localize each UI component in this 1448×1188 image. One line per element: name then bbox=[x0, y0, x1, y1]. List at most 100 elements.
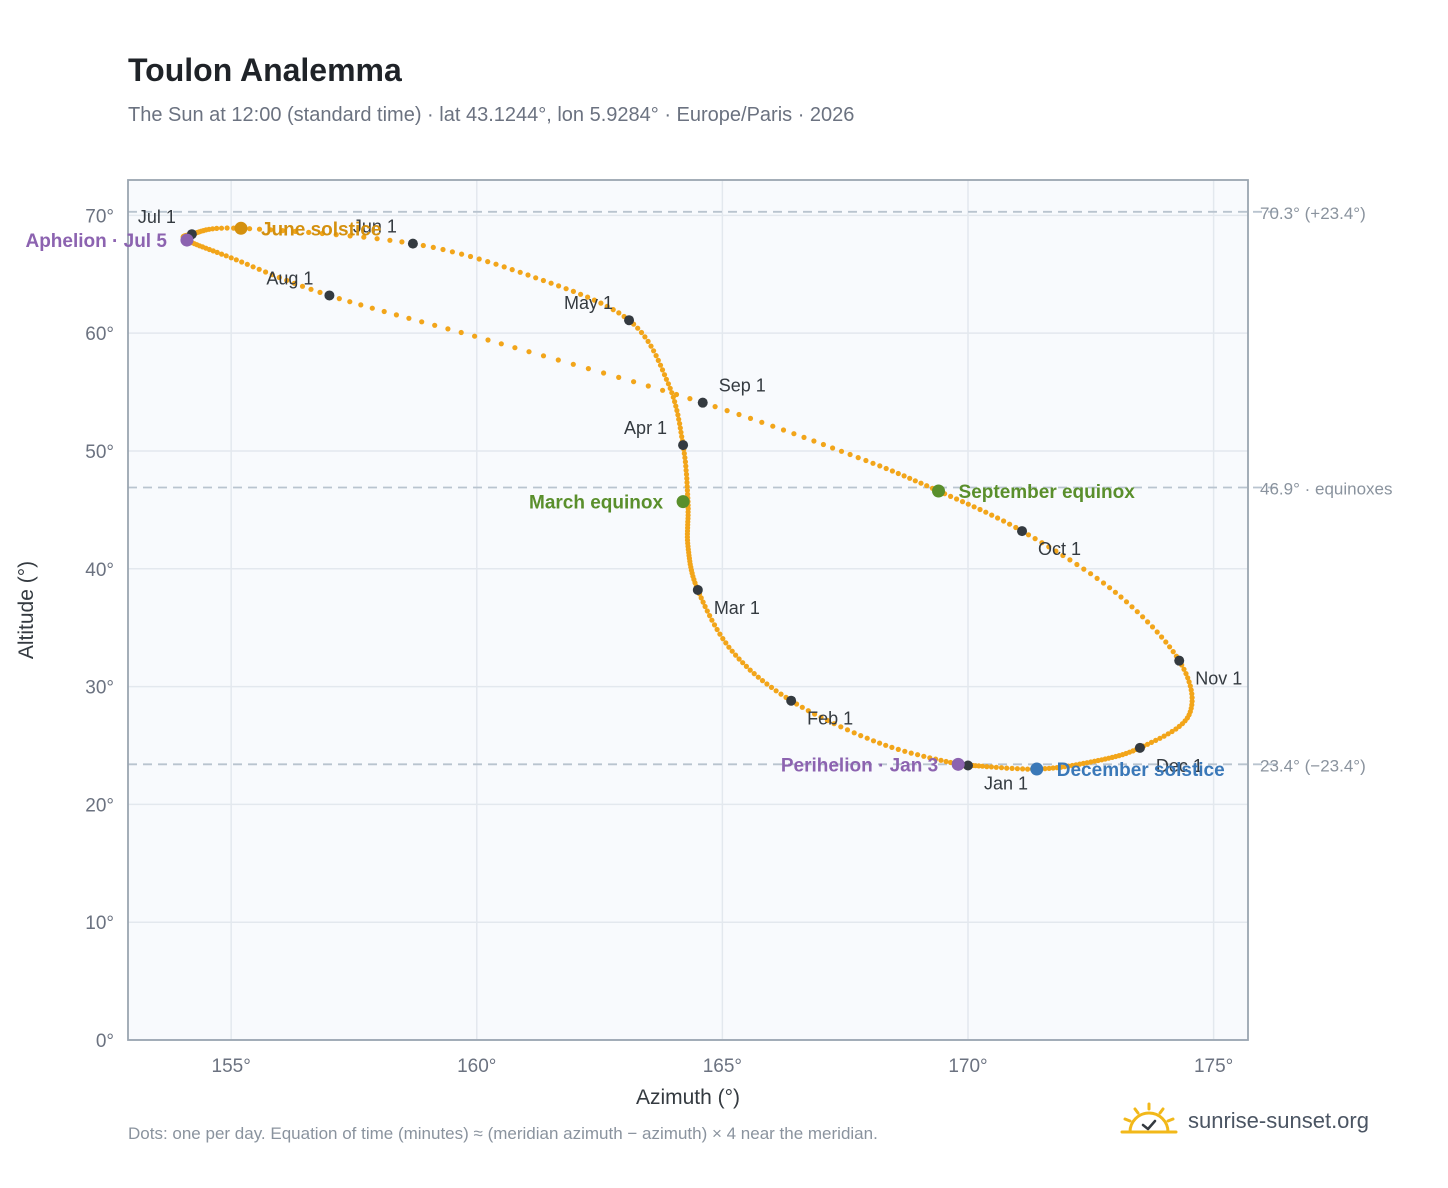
event-label: Perihelion · Jan 3 bbox=[781, 755, 938, 776]
daily-dot bbox=[1123, 599, 1130, 605]
x-axis-title: Azimuth (°) bbox=[636, 1086, 740, 1109]
daily-dot bbox=[847, 451, 853, 458]
daily-dot bbox=[616, 374, 622, 380]
daily-dot bbox=[635, 325, 641, 331]
brand-link[interactable]: sunrise-sunset.org bbox=[1120, 1102, 1369, 1140]
daily-dot bbox=[540, 353, 547, 359]
daily-dot bbox=[683, 467, 689, 473]
daily-dot bbox=[915, 752, 921, 758]
daily-dot bbox=[210, 248, 216, 254]
daily-dot bbox=[824, 717, 831, 724]
daily-dot bbox=[1161, 733, 1167, 739]
daily-dot bbox=[445, 326, 451, 332]
daily-dot bbox=[1081, 566, 1087, 572]
daily-dot bbox=[711, 622, 718, 628]
daily-dot bbox=[709, 617, 715, 623]
daily-dot bbox=[280, 228, 286, 234]
month-marker bbox=[1174, 655, 1185, 666]
daily-dot bbox=[714, 626, 720, 633]
daily-dot bbox=[682, 455, 688, 461]
daily-dot bbox=[1153, 737, 1159, 744]
daily-dot bbox=[736, 656, 742, 662]
daily-dot bbox=[399, 239, 405, 245]
x-tick-label: 160° bbox=[457, 1056, 496, 1077]
daily-dot bbox=[638, 329, 645, 336]
daily-dot bbox=[818, 714, 824, 720]
daily-dot bbox=[700, 599, 706, 605]
x-tick-label: 175° bbox=[1194, 1056, 1233, 1077]
daily-dot bbox=[971, 504, 977, 510]
event-marker bbox=[1030, 762, 1044, 776]
daily-dot bbox=[733, 652, 739, 658]
daily-dot bbox=[830, 445, 836, 451]
daily-dot bbox=[1025, 532, 1032, 538]
daily-dot bbox=[218, 225, 225, 231]
daily-dot bbox=[1140, 614, 1146, 620]
daily-dot bbox=[895, 746, 901, 753]
daily-dot bbox=[223, 253, 229, 259]
daily-dot bbox=[1060, 552, 1066, 559]
daily-dot bbox=[642, 334, 648, 340]
daily-dot bbox=[959, 499, 966, 505]
daily-dot bbox=[1173, 726, 1179, 732]
daily-dot bbox=[525, 272, 531, 278]
daily-dot bbox=[672, 399, 678, 405]
daily-dot bbox=[683, 471, 690, 477]
daily-dot bbox=[665, 381, 672, 387]
month-marker bbox=[692, 584, 703, 595]
daily-dot bbox=[284, 277, 290, 283]
daily-dot bbox=[347, 233, 353, 239]
daily-dot bbox=[645, 338, 651, 344]
daily-dot bbox=[736, 411, 742, 418]
daily-dot bbox=[682, 459, 689, 465]
daily-dot bbox=[1013, 524, 1019, 531]
event-label: December solstice bbox=[1057, 760, 1225, 781]
daily-dot bbox=[387, 237, 393, 243]
daily-dot bbox=[1159, 634, 1165, 640]
daily-dot bbox=[1020, 766, 1026, 772]
event-marker bbox=[951, 757, 965, 771]
month-marker bbox=[678, 440, 689, 451]
daily-dot bbox=[1149, 624, 1156, 630]
daily-dot bbox=[1067, 557, 1073, 563]
reference-line-label: 46.9° · equinoxes bbox=[1260, 479, 1393, 498]
daily-dot bbox=[381, 308, 387, 315]
daily-dot bbox=[1112, 589, 1118, 595]
daily-dot bbox=[493, 261, 499, 267]
daily-dot bbox=[1129, 604, 1135, 610]
daily-dot bbox=[653, 353, 659, 359]
daily-dot bbox=[610, 307, 616, 313]
daily-dot bbox=[269, 272, 275, 278]
daily-dot bbox=[224, 225, 230, 231]
month-label: Oct 1 bbox=[1038, 539, 1081, 559]
daily-dot bbox=[743, 663, 750, 670]
daily-dot bbox=[347, 299, 353, 305]
daily-dot bbox=[1169, 728, 1175, 735]
daily-dot bbox=[661, 372, 668, 378]
daily-dot bbox=[458, 329, 464, 336]
daily-dot bbox=[673, 391, 680, 398]
daily-dot bbox=[1039, 540, 1045, 546]
daily-dot bbox=[901, 473, 907, 479]
daily-dot bbox=[768, 684, 775, 691]
daily-dot bbox=[1058, 764, 1064, 770]
daily-dot bbox=[1065, 763, 1072, 769]
daily-dot bbox=[548, 280, 554, 286]
daily-dot bbox=[1189, 691, 1195, 697]
daily-dot bbox=[677, 421, 683, 427]
y-tick-label: 10° bbox=[85, 913, 114, 934]
daily-dot bbox=[498, 341, 504, 347]
daily-dot bbox=[555, 357, 561, 363]
daily-dot bbox=[844, 727, 851, 733]
daily-dot bbox=[1094, 575, 1100, 582]
daily-dot bbox=[1134, 609, 1140, 615]
daily-dot bbox=[501, 264, 507, 270]
daily-dot bbox=[954, 496, 960, 502]
daily-dot bbox=[989, 512, 995, 518]
event-marker bbox=[932, 484, 946, 498]
daily-dot bbox=[420, 242, 426, 249]
month-label: Dec 1 bbox=[1156, 756, 1203, 776]
daily-dot bbox=[361, 234, 367, 240]
daily-dot bbox=[256, 266, 262, 272]
daily-dot bbox=[979, 763, 986, 769]
